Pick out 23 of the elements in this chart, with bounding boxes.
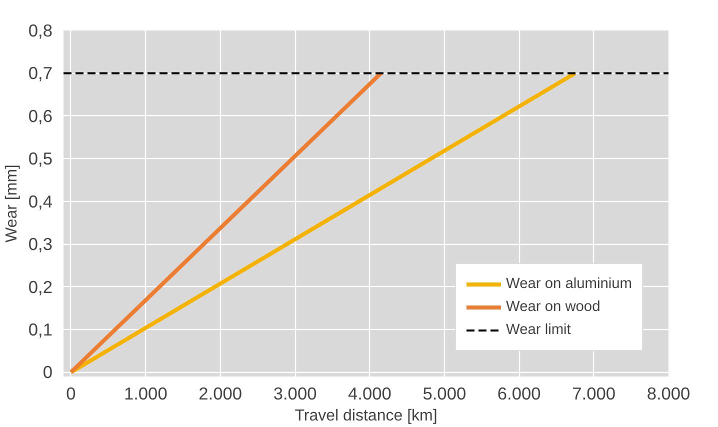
y-tick-label: 0,3 xyxy=(28,234,53,254)
x-tick-label: 3.000 xyxy=(273,384,317,404)
x-tick-label: 1.000 xyxy=(124,384,168,404)
x-tick-label: 2.000 xyxy=(198,384,242,404)
legend-label: Wear limit xyxy=(506,322,571,338)
y-axis-title: Wear [mm] xyxy=(3,164,20,242)
legend-label: Wear on aluminium xyxy=(506,276,632,292)
y-tick-label: 0,6 xyxy=(28,106,53,126)
x-tick-label: 7.000 xyxy=(572,384,616,404)
x-tick-label: 8.000 xyxy=(646,384,690,404)
y-tick-label: 0,5 xyxy=(28,148,53,169)
y-tick-label: 0,7 xyxy=(28,63,53,84)
x-axis-title: Travel distance [km] xyxy=(294,408,438,424)
y-tick-label: 0,4 xyxy=(28,191,53,212)
x-tick-label: 5.000 xyxy=(422,384,466,404)
y-tick-label: 0 xyxy=(42,362,53,382)
x-tick-label: 0 xyxy=(66,384,76,404)
y-tick-label: 0,2 xyxy=(28,276,53,297)
legend-label: Wear on wood xyxy=(506,299,600,315)
y-tick-label: 0,8 xyxy=(28,20,53,40)
y-tick-label: 0,1 xyxy=(28,320,53,340)
x-tick-label: 4.000 xyxy=(348,384,392,404)
x-tick-label: 6.000 xyxy=(497,384,541,404)
